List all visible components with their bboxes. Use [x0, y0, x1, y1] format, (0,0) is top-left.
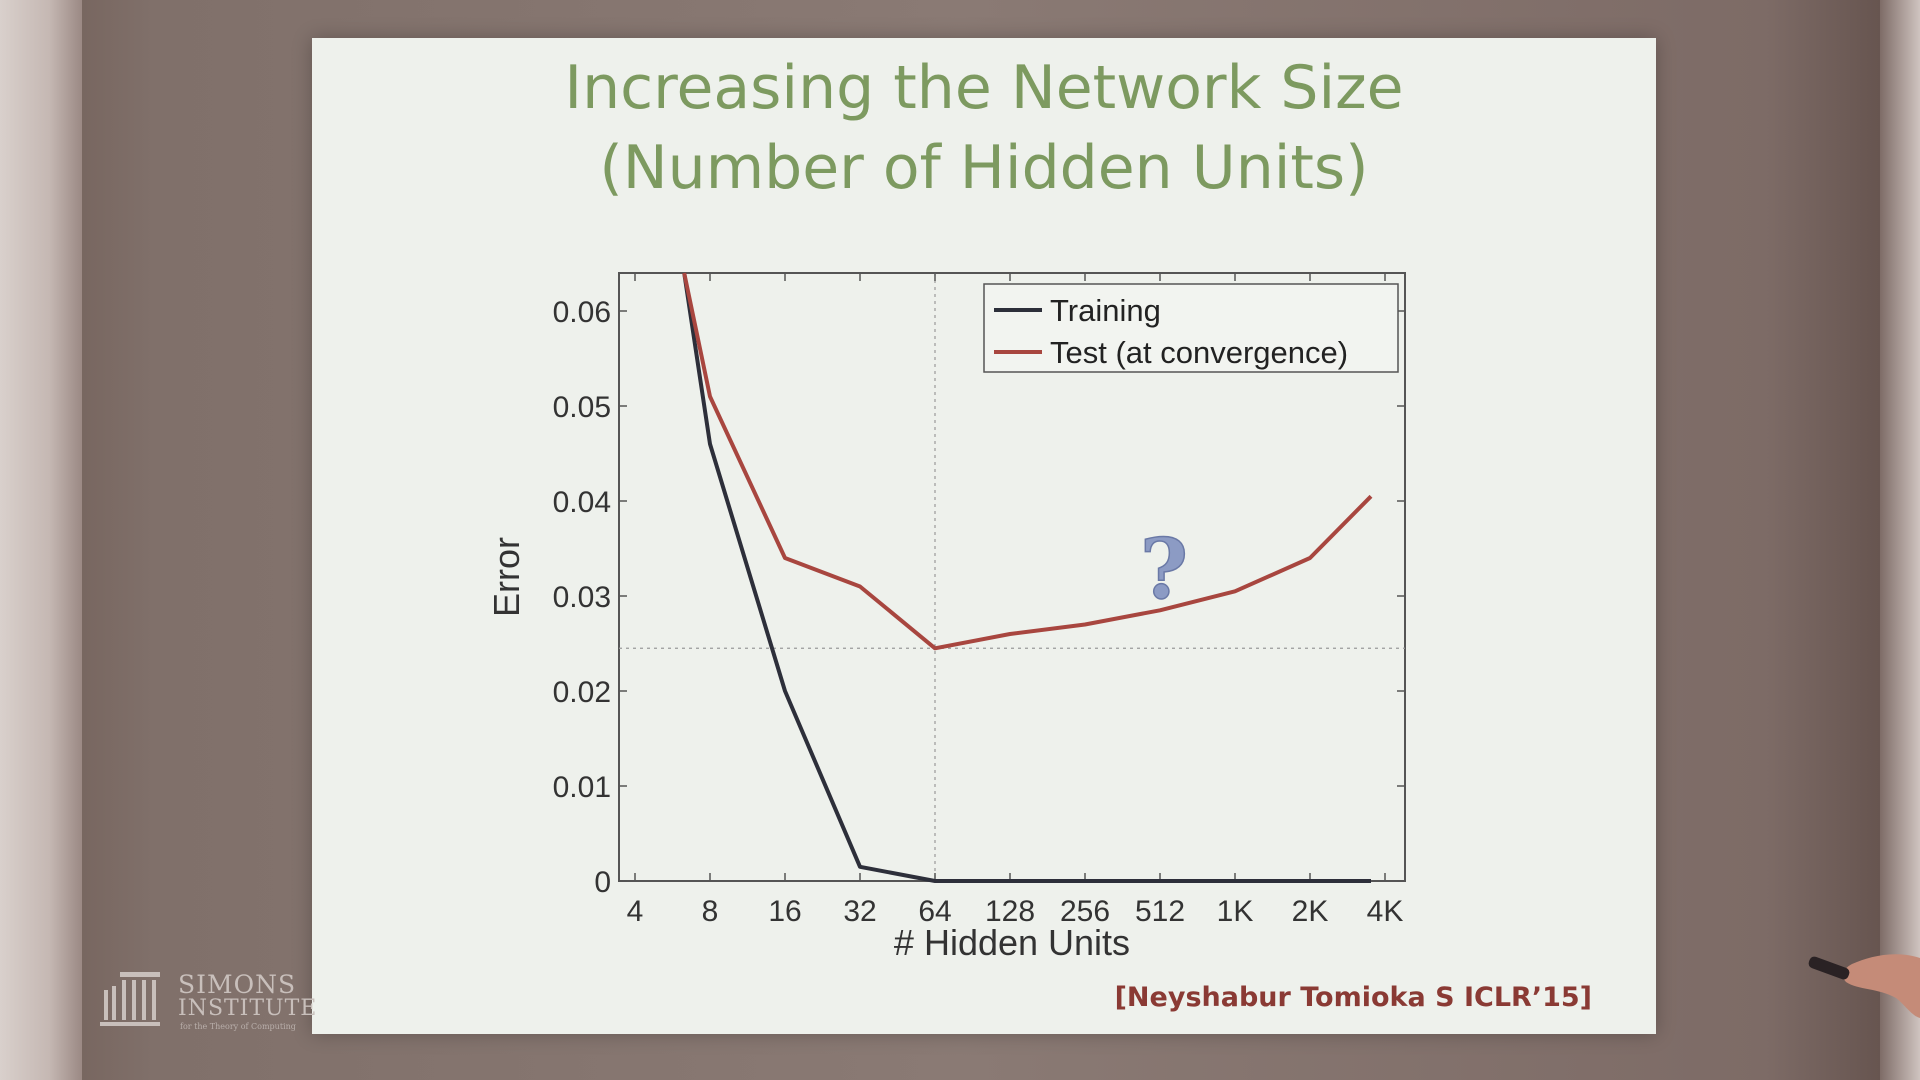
- slide-title-line1: Increasing the Network Size: [564, 53, 1404, 123]
- institute-building-icon: [100, 972, 160, 1026]
- y-tick-label: 0.06: [553, 296, 611, 329]
- slide-title: Increasing the Network Size (Number of H…: [312, 48, 1656, 208]
- y-tick-label: 0: [594, 866, 611, 899]
- x-tick-label: 16: [768, 895, 801, 928]
- x-tick-label: 8: [702, 895, 719, 928]
- x-tick-label: 4K: [1367, 895, 1404, 928]
- x-tick-label: 256: [1060, 895, 1110, 928]
- presenter-hand-with-clicker: [1808, 954, 1920, 1018]
- legend-label: Training: [1050, 293, 1161, 328]
- simons-institute-logo: SIMONS INSTITUTE for the Theory of Compu…: [100, 970, 320, 1032]
- citation: [Neyshabur Tomioka S ICLR’15]: [1114, 982, 1592, 1013]
- wall-right: [1880, 0, 1920, 1080]
- x-tick-label: 1K: [1217, 895, 1254, 928]
- logo-name-line1: SIMONS: [178, 970, 297, 999]
- x-tick-label: 512: [1135, 895, 1185, 928]
- logo-name-line2: INSTITUTE: [178, 996, 318, 1021]
- y-tick-label: 0.04: [553, 486, 611, 519]
- x-tick-label: 32: [843, 895, 876, 928]
- x-tick-label: 64: [918, 895, 951, 928]
- y-tick-label: 0.01: [553, 771, 611, 804]
- series-line-test: [682, 272, 1373, 651]
- series-line-training: [682, 272, 1371, 883]
- legend-box: [983, 283, 1399, 373]
- wall-left: [0, 0, 82, 1080]
- legend-label: Test (at convergence): [1050, 335, 1348, 370]
- question-mark-annotation: ?: [1140, 522, 1188, 618]
- y-axis-label: Error: [486, 537, 527, 617]
- y-tick-label: 0.05: [553, 391, 611, 424]
- projected-slide: Increasing the Network Size (Number of H…: [312, 38, 1656, 1034]
- x-tick-label: 4: [627, 895, 644, 928]
- error-chart: 0 0.01 0.02 0.03 0.04 0.05 0.06 4 8 16 32 64 128 256 5…: [486, 272, 1406, 963]
- x-tick-label: 2K: [1292, 895, 1329, 928]
- logo-tagline: for the Theory of Computing: [180, 1022, 296, 1031]
- y-tick-label: 0.02: [553, 676, 611, 709]
- x-tick-label: 128: [985, 895, 1035, 928]
- y-tick-label: 0.03: [553, 581, 611, 614]
- x-axis-label: # Hidden Units: [894, 922, 1130, 963]
- slide-title-line2: (Number of Hidden Units): [599, 133, 1369, 203]
